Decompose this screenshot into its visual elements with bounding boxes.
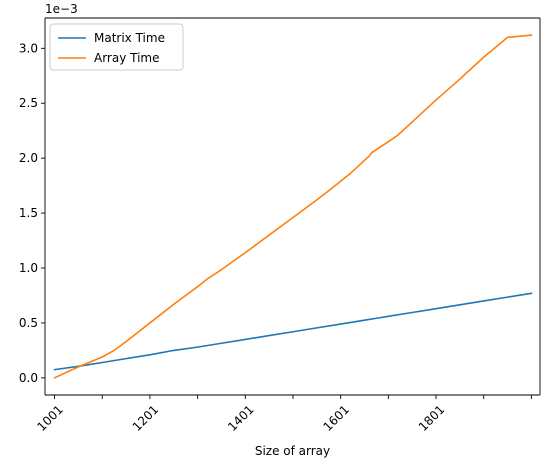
y-tick-label: 3.0	[19, 41, 38, 55]
y-tick-label: 1.5	[19, 206, 38, 220]
y-tick-label: 2.0	[19, 151, 38, 165]
y-tick-label: 1.0	[19, 261, 38, 275]
y-axis-scale-label: 1e−3	[45, 2, 78, 16]
y-tick-label: 0.5	[19, 316, 38, 330]
legend: Matrix Time Array Time	[49, 23, 184, 71]
series-line-matrix-time	[53, 292, 533, 371]
series-layer	[53, 34, 533, 379]
y-tick-label: 0.0	[19, 371, 38, 385]
legend-label-matrix-time: Matrix Time	[94, 31, 165, 45]
series-line-array-time	[53, 34, 533, 379]
legend-label-array-time: Array Time	[94, 51, 160, 65]
x-axis-label: Size of array	[255, 444, 330, 458]
y-tick-label: 2.5	[19, 96, 38, 110]
